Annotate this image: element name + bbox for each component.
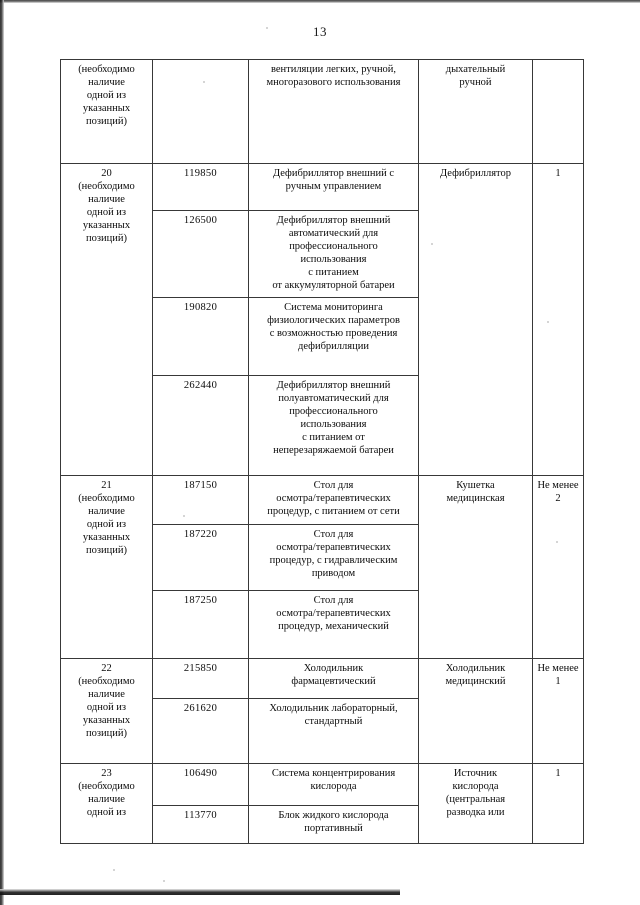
table-row: 113770 Блок жидкого кислорода портативный — [61, 805, 584, 845]
cell-code: 262440 — [152, 375, 249, 477]
table-row: 187250 Стол для осмотра/терапевтических про… — [61, 590, 584, 660]
scan-speck — [113, 869, 115, 871]
table-row: (необходимо наличие одной из указанных позиц… — [60, 59, 584, 164]
scan-artifact-top-edge — [0, 0, 640, 3]
cell-name: Дефибриллятор внешний полуавтоматический … — [248, 375, 419, 477]
cell-name: Холодильник фармацевтический — [248, 658, 419, 700]
cell-quantity — [532, 59, 584, 164]
cell-code: 187150 — [152, 475, 249, 526]
cell-position: 20 (необходимо наличие одной из указанных поз… — [60, 162, 153, 477]
cell-quantity: Не менее 2 — [532, 475, 584, 660]
cell-code: 187250 — [152, 590, 249, 660]
cell-quantity: 1 — [532, 763, 584, 845]
cell-equipment: дыхательный ручной — [418, 59, 533, 164]
page-number: 13 — [313, 24, 327, 39]
table-row: 126500 Дефибриллятор внешний автоматически… — [61, 209, 584, 299]
cell-code: 113770 — [152, 805, 249, 845]
cell-name: Холодильник лабораторный, стандартный — [248, 698, 419, 765]
scan-artifact-bottom-edge — [0, 889, 400, 895]
cell-position: 23 (необходимо наличие одной из — [60, 763, 153, 845]
cell-quantity: 1 — [532, 162, 584, 477]
table-row: 23 (необходимо наличие одной из 106490 Систем… — [60, 763, 584, 845]
cell-code: 187220 — [152, 524, 249, 592]
cell-name: Стол для осмотра/терапевтических процедур,… — [248, 524, 419, 592]
cell-name: Дефибриллятор внешний автоматический для п… — [248, 209, 419, 299]
cell-code: 126500 — [152, 209, 249, 299]
cell-code: 119850 — [152, 163, 249, 211]
equipment-requirements-table: (необходимо наличие одной из указанных позиц… — [60, 59, 584, 845]
cell-name: Система мониторинга физиологических парам… — [248, 297, 419, 377]
cell-code: 190820 — [152, 297, 249, 377]
cell-name: Дефибриллятор внешний с ручным управление… — [248, 163, 419, 211]
cell-position: 21 (необходимо наличие одной из указанных поз… — [60, 475, 153, 660]
cell-name: Система концентрирования кислорода — [248, 763, 419, 807]
cell-code: 215850 — [152, 658, 249, 700]
scan-speck — [266, 27, 268, 29]
cell-code: 106490 — [152, 763, 249, 807]
cell-name: вентиляции легких, ручной, многоразового … — [248, 59, 419, 164]
cell-name: Стол для осмотра/терапевтических процедур,… — [248, 475, 419, 526]
table-row: 20 (необходимо наличие одной из указанных поз… — [60, 162, 584, 477]
table-row: 22 (необходимо наличие одной из указанных поз… — [60, 658, 584, 765]
cell-name: Стол для осмотра/терапевтических процедур,… — [248, 590, 419, 660]
cell-equipment: Кушетка медицинская — [418, 475, 533, 660]
cell-equipment: Дефибриллятор — [418, 162, 533, 477]
cell-code: 261620 — [152, 698, 249, 765]
cell-equipment: Источник кислорода (центральная разводка ил… — [418, 763, 533, 845]
table-body: (необходимо наличие одной из указанных позиц… — [60, 59, 584, 845]
table-row: 21 (необходимо наличие одной из указанных поз… — [60, 475, 584, 660]
scan-speck — [163, 880, 165, 882]
cell-position: 22 (необходимо наличие одной из указанных поз… — [60, 658, 153, 765]
cell-quantity: Не менее 1 — [532, 658, 584, 765]
cell-code — [152, 59, 249, 164]
scan-artifact-left-edge — [0, 0, 4, 905]
cell-equipment: Холодильник медицинский — [418, 658, 533, 765]
table-row: 262440 Дефибриллятор внешний полуавтоматич… — [61, 375, 584, 477]
cell-position: (необходимо наличие одной из указанных позиц… — [60, 59, 153, 164]
cell-name: Блок жидкого кислорода портативный — [248, 805, 419, 845]
table-row: 187220 Стол для осмотра/терапевтических про… — [61, 524, 584, 592]
